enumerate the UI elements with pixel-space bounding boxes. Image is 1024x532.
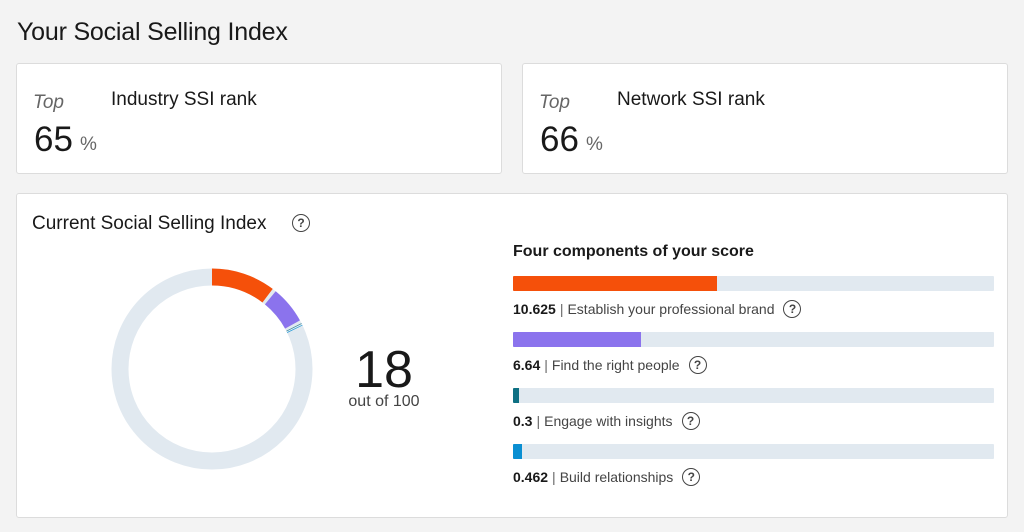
component-fill — [513, 388, 519, 403]
component-track — [513, 388, 994, 403]
component-track — [513, 276, 994, 291]
component-fill — [513, 444, 522, 459]
industry-rank-card: Top 65 % Industry SSI rank — [16, 63, 502, 174]
help-icon[interactable]: ? — [292, 214, 310, 232]
ssi-score: 18 — [355, 341, 413, 399]
component-score: 10.625 — [513, 301, 556, 317]
component-score: 0.3 — [513, 413, 533, 429]
component-label: Establish your professional brand — [567, 301, 775, 317]
ssi-title: Current Social Selling Index — [32, 213, 267, 234]
components-title: Four components of your score — [513, 243, 754, 260]
separator: | — [536, 413, 541, 429]
network-rank-card: Top 66 % Network SSI rank — [522, 63, 1008, 174]
ssi-score-suffix: out of 100 — [348, 393, 420, 410]
industry-rank-top-label: Top — [33, 92, 64, 113]
component-score: 0.462 — [513, 469, 549, 485]
component-score: 6.64 — [513, 357, 541, 373]
current-ssi-card: Current Social Selling Index ? 18 out of… — [16, 193, 1008, 518]
help-icon[interactable]: ? — [682, 468, 701, 486]
separator: | — [552, 469, 556, 485]
component-label: Engage with insights — [544, 413, 673, 429]
component-insights: 0.3 | Engage with insights ? — [513, 388, 994, 434]
help-icon[interactable]: ? — [688, 356, 707, 374]
network-rank-top-label: Top — [539, 92, 570, 113]
component-fill — [513, 276, 718, 291]
network-rank-value: 66 — [540, 120, 579, 159]
component-label: Build relationships — [559, 469, 674, 485]
help-icon[interactable]: ? — [783, 300, 802, 318]
donut-segment-1 — [211, 268, 273, 303]
ssi-donut-chart — [111, 268, 313, 470]
network-rank-unit: % — [586, 134, 603, 155]
component-label: Find the right people — [551, 357, 680, 373]
component-relationships: 0.462 | Build relationships ? — [513, 444, 994, 490]
industry-rank-label: Industry SSI rank — [111, 89, 257, 110]
component-brand: 10.625 | Establish your professional bra… — [513, 276, 994, 322]
network-rank-label: Network SSI rank — [617, 89, 765, 110]
industry-rank-value: 65 — [34, 120, 73, 159]
component-track — [513, 332, 994, 347]
separator: | — [544, 357, 548, 373]
component-people: 6.64 | Find the right people ? — [513, 332, 994, 378]
page-title: Your Social Selling Index — [17, 18, 288, 46]
component-track — [513, 444, 994, 459]
donut-segment-2 — [264, 291, 300, 329]
component-fill — [513, 332, 641, 347]
help-icon[interactable]: ? — [681, 412, 700, 430]
industry-rank-unit: % — [80, 134, 97, 155]
separator: | — [559, 301, 564, 317]
